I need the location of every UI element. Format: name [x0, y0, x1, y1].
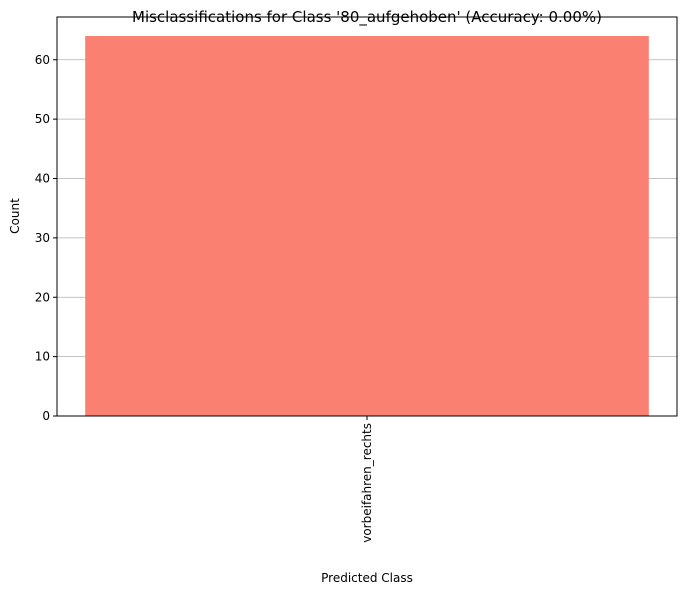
x-axis-label: Predicted Class — [321, 571, 413, 585]
y-tick-label: 30 — [35, 231, 50, 245]
y-axis-label: Count — [8, 198, 22, 234]
x-axis: vorbeifahren_rechts — [360, 416, 374, 543]
bars — [85, 36, 649, 416]
y-tick-label: 10 — [35, 350, 50, 364]
x-tick-label: vorbeifahren_rechts — [360, 423, 374, 543]
y-tick-label: 50 — [35, 112, 50, 126]
y-tick-label: 60 — [35, 53, 50, 67]
y-tick-label: 40 — [35, 172, 50, 186]
y-axis: 0 10 20 30 40 50 60 — [35, 53, 57, 423]
y-tick-label: 20 — [35, 290, 50, 304]
y-tick-label: 0 — [42, 409, 50, 423]
bar — [85, 36, 649, 416]
